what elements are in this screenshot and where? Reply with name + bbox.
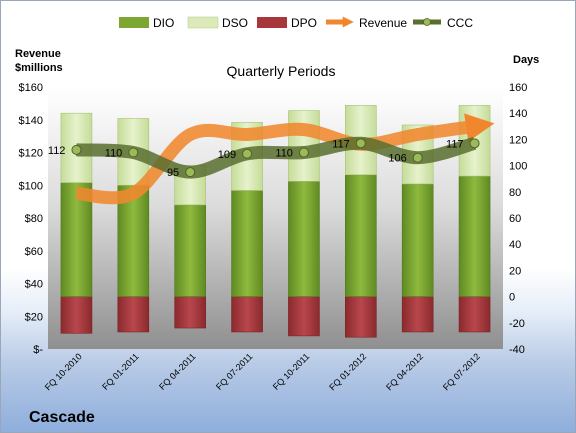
revenue-series [75,113,495,205]
dio-bar [60,182,93,297]
ccc-point [185,167,196,178]
revenue-line [75,113,495,205]
x-axis-tick-label: FQ 04-2012 [384,351,425,392]
dpo-bar [117,296,150,333]
ccc-data-label: 110 [105,148,123,160]
left-axis-tick-label: $40 [25,279,43,291]
ccc-data-label: 117 [446,138,464,150]
dio-bar [345,174,377,297]
ccc-data-label: 109 [218,149,236,161]
legend-label-dio: DIO [153,16,174,30]
legend-label-revenue: Revenue [359,16,407,30]
dio-bar [174,204,206,297]
right-axis-ticks: 160 140 120 100 80 60 40 20 0 -20 -40 [509,82,527,356]
legend-swatch-ccc-marker [423,18,431,26]
legend-swatch-dio [119,17,149,28]
dio-bar [458,175,491,297]
left-axis-tick-label: $- [33,344,43,356]
ccc-point [71,144,82,155]
legend-swatch-dpo [257,17,287,28]
x-axis-tick-label: FQ 07-2012 [441,351,482,392]
right-axis-tick-label: 60 [509,213,521,225]
left-axis-ticks: $160 $140 $120 $100 $80 $60 $40 $20 $- [19,82,44,356]
right-axis-tick-label: 0 [509,292,515,304]
chart-title: Quarterly Periods [227,63,336,79]
dpo-bar [231,296,263,333]
company-name: Cascade [29,409,95,426]
left-axis-tick-label: $140 [19,115,43,127]
dpo-bar [401,296,434,333]
right-axis-tick-label: 40 [509,239,521,251]
ccc-point [355,138,366,149]
right-axis-tick-label: 80 [509,187,521,199]
right-axis-tick-label: -40 [509,344,525,356]
x-axis-tick-label: FQ 01-2011 [100,351,141,392]
left-axis-tick-label: $80 [25,213,43,225]
ccc-point [298,147,309,158]
left-axis-tick-label: $60 [25,246,43,258]
dpo-bar [60,296,93,334]
ccc-data-label: 106 [388,153,406,165]
left-axis-title-line1: Revenue [15,48,61,60]
left-axis-tick-label: $20 [25,311,43,323]
right-axis-tick-label: -20 [509,318,525,330]
dpo-bar [458,296,491,333]
x-axis-tick-label: FQ 10-2010 [43,351,84,392]
dpo-bar [345,296,377,338]
left-axis-title-line2: $millions [15,62,63,74]
legend-label-dso: DSO [222,16,248,30]
left-axis-tick-label: $120 [19,148,43,160]
right-axis-tick-label: 140 [509,108,527,120]
ccc-data-label: 112 [48,145,66,157]
bar-series [60,105,491,338]
legend-label-ccc: CCC [447,16,473,30]
legend-swatch-dso [187,16,219,29]
dio-bar [288,181,320,297]
right-axis-tick-label: 120 [509,134,527,146]
x-axis-tick-label: FQ 04-2011 [157,351,198,392]
dio-bar [231,190,263,297]
x-axis-tick-label: FQ 10-2011 [271,351,312,392]
dio-bar [401,183,434,297]
legend-label-dpo: DPO [291,16,317,30]
right-axis-tick-label: 20 [509,265,521,277]
x-axis-tick-label: FQ 01-2012 [327,351,368,392]
ccc-series [71,136,480,179]
ccc-point [128,147,139,158]
ccc-data-label: 95 [167,167,179,179]
dpo-bar [174,296,206,329]
ccc-data-labels: 112 110 95 109 110 117 106 117 [48,138,464,179]
right-axis-tick-label: 160 [509,82,527,94]
legend: DIO DSO DPO Revenue CCC [119,16,473,30]
ccc-data-label: 117 [332,138,350,150]
right-axis-tick-label: 100 [509,161,527,173]
x-axis-ticks: FQ 10-2010 FQ 01-2011 FQ 04-2011 FQ 07-2011… [43,351,482,392]
ccc-point [242,148,253,159]
x-axis-tick-label: FQ 07-2011 [214,351,255,392]
left-axis-tick-label: $160 [19,82,43,94]
ccc-point [469,138,480,149]
right-axis-title: Days [513,54,539,66]
dpo-bar [288,296,320,337]
ccc-data-label: 110 [275,148,293,160]
left-axis-tick-label: $100 [19,180,43,192]
ccc-point [412,152,423,163]
